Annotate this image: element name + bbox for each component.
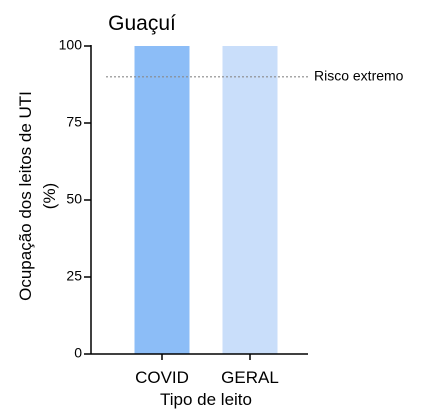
y-ticks-group: 0 25 50 75 100 (59, 37, 91, 361)
chart-title: Guaçuí (108, 12, 176, 35)
y-tick-label: 50 (66, 191, 82, 207)
y-axis-label-line1: Ocupação dos leitos de UTI (16, 91, 35, 301)
y-tick-label: 25 (66, 268, 82, 284)
y-axis-label-line2: (%) (40, 183, 59, 209)
x-tick-label-covid: COVID (135, 368, 189, 387)
bar-covid (134, 46, 190, 354)
bar-geral (222, 46, 278, 354)
y-tick-label: 0 (74, 345, 82, 361)
x-tick-label-geral: GERAL (221, 368, 279, 387)
y-tick-label: 100 (59, 37, 83, 53)
x-axis-label: Tipo de leito (160, 390, 252, 409)
y-tick-label: 75 (66, 114, 82, 130)
bars-group (134, 46, 278, 354)
x-ticks-group: COVID GERAL (135, 354, 279, 387)
reference-line-label: Risco extremo (314, 68, 404, 84)
